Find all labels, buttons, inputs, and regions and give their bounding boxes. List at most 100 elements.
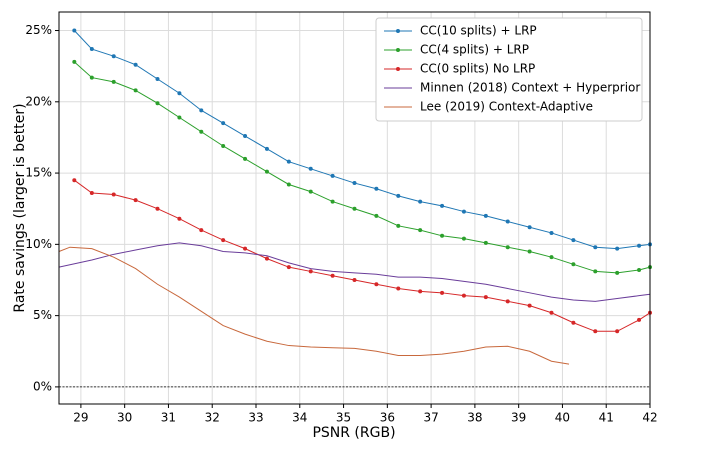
point	[461, 293, 466, 298]
point	[72, 178, 77, 183]
point	[483, 213, 488, 218]
point	[418, 199, 423, 204]
series-line	[73, 30, 651, 250]
legend-marker	[396, 29, 400, 33]
point	[330, 273, 335, 278]
x-tick-label: 30	[117, 411, 132, 425]
series-line	[73, 61, 651, 274]
point	[440, 203, 445, 208]
point	[527, 303, 532, 308]
point	[593, 329, 598, 334]
legend-marker	[396, 48, 400, 52]
legend-marker	[396, 67, 400, 71]
point	[133, 62, 138, 67]
x-tick-label: 29	[73, 411, 88, 425]
point	[286, 182, 291, 187]
point	[593, 245, 598, 250]
x-tick-label: 42	[642, 411, 657, 425]
point	[483, 295, 488, 300]
point	[155, 101, 160, 106]
point	[177, 91, 182, 96]
point	[177, 115, 182, 120]
point	[571, 320, 576, 325]
point	[89, 191, 94, 196]
point	[330, 173, 335, 178]
series-line	[58, 242, 651, 302]
plot-frame	[58, 11, 651, 405]
y-tick-label: 25%	[25, 23, 52, 37]
series-line	[58, 246, 570, 365]
point	[549, 230, 554, 235]
point	[111, 79, 116, 84]
point	[374, 186, 379, 191]
point	[571, 262, 576, 267]
x-tick-label: 35	[336, 411, 351, 425]
y-tick-label: 10%	[25, 237, 52, 251]
point	[72, 28, 77, 33]
point	[264, 169, 269, 174]
point	[72, 59, 77, 64]
y-axis-label: Rate savings (larger is better)	[12, 103, 28, 312]
point	[221, 238, 226, 243]
point	[615, 270, 620, 275]
point	[89, 47, 94, 52]
point	[615, 246, 620, 251]
point	[133, 88, 138, 93]
point	[89, 75, 94, 80]
point	[199, 228, 204, 233]
legend-label: CC(10 splits) + LRP	[420, 24, 537, 38]
point	[243, 246, 248, 251]
point	[527, 249, 532, 254]
series-line	[74, 179, 651, 332]
point	[155, 76, 160, 81]
point	[199, 129, 204, 134]
point	[308, 166, 313, 171]
point	[133, 198, 138, 203]
y-tick-label: 20%	[25, 94, 52, 108]
point	[221, 121, 226, 126]
point	[571, 238, 576, 243]
point	[286, 265, 291, 270]
x-tick-label: 41	[599, 411, 614, 425]
point	[637, 243, 642, 248]
point	[615, 329, 620, 334]
point	[155, 206, 160, 211]
point	[483, 240, 488, 245]
point	[111, 192, 116, 197]
point	[264, 256, 269, 261]
legend-label: Minnen (2018) Context + Hyperprior	[420, 81, 640, 95]
point	[243, 156, 248, 161]
point	[418, 228, 423, 233]
x-tick-label: 40	[555, 411, 570, 425]
point	[374, 282, 379, 287]
point	[549, 255, 554, 260]
point	[111, 54, 116, 59]
point	[352, 277, 357, 282]
x-tick-label: 37	[423, 411, 438, 425]
legend-box	[375, 17, 643, 122]
point	[243, 134, 248, 139]
y-tick-label: 15%	[25, 166, 52, 180]
point	[505, 245, 510, 250]
x-tick-label: 31	[161, 411, 176, 425]
point	[461, 236, 466, 241]
point	[352, 206, 357, 211]
point	[177, 216, 182, 221]
x-axis-label: PSNR (RGB)	[312, 425, 395, 441]
x-tick-label: 32	[205, 411, 220, 425]
point	[549, 310, 554, 315]
point	[505, 299, 510, 304]
y-tick-label: 5%	[33, 308, 52, 322]
x-tick-label: 33	[248, 411, 263, 425]
x-tick-label: 36	[380, 411, 395, 425]
point	[330, 199, 335, 204]
point	[418, 289, 423, 294]
point	[461, 209, 466, 214]
x-tick-label: 34	[292, 411, 307, 425]
point	[440, 290, 445, 295]
legend-label: Lee (2019) Context-Adaptive	[420, 100, 593, 114]
point	[221, 143, 226, 148]
point	[637, 317, 642, 322]
point	[396, 193, 401, 198]
